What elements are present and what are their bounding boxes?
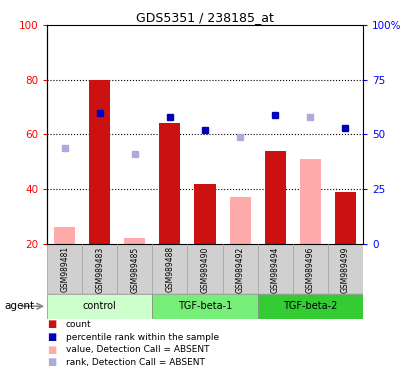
Bar [257, 244, 292, 294]
Bar [264, 151, 285, 244]
Text: GSM989488: GSM989488 [165, 247, 174, 293]
Bar [327, 244, 362, 294]
Title: GDS5351 / 238185_at: GDS5351 / 238185_at [136, 11, 273, 24]
Bar [47, 294, 152, 319]
Text: GSM989483: GSM989483 [95, 247, 104, 293]
Text: GSM989492: GSM989492 [235, 247, 244, 293]
Bar [187, 244, 222, 294]
Bar [124, 238, 145, 244]
Text: value, Detection Call = ABSENT: value, Detection Call = ABSENT [65, 345, 209, 354]
Text: ■: ■ [47, 345, 56, 355]
Text: ■: ■ [47, 358, 56, 367]
Bar [292, 244, 327, 294]
Bar [152, 244, 187, 294]
Bar [222, 244, 257, 294]
Text: ■: ■ [47, 332, 56, 342]
Bar [334, 192, 355, 244]
Bar [257, 294, 362, 319]
Text: percentile rank within the sample: percentile rank within the sample [65, 333, 218, 342]
Text: agent: agent [4, 301, 34, 311]
Text: control: control [83, 301, 116, 311]
Text: TGF-beta-2: TGF-beta-2 [282, 301, 337, 311]
Bar [299, 159, 320, 244]
Text: rank, Detection Call = ABSENT: rank, Detection Call = ABSENT [65, 358, 204, 367]
Bar [82, 244, 117, 294]
Bar [229, 197, 250, 244]
Bar [47, 244, 82, 294]
Bar [89, 79, 110, 244]
Text: TGF-beta-1: TGF-beta-1 [178, 301, 231, 311]
Text: count: count [65, 320, 91, 329]
Bar [54, 227, 75, 244]
Text: GSM989490: GSM989490 [200, 247, 209, 293]
Text: GSM989481: GSM989481 [60, 247, 69, 293]
Bar [159, 123, 180, 244]
Text: GSM989485: GSM989485 [130, 247, 139, 293]
Text: GSM989496: GSM989496 [305, 247, 314, 293]
Bar [152, 294, 257, 319]
Bar [117, 244, 152, 294]
Text: ■: ■ [47, 319, 56, 329]
Text: GSM989494: GSM989494 [270, 247, 279, 293]
Text: GSM989499: GSM989499 [340, 247, 349, 293]
Bar [194, 184, 215, 244]
